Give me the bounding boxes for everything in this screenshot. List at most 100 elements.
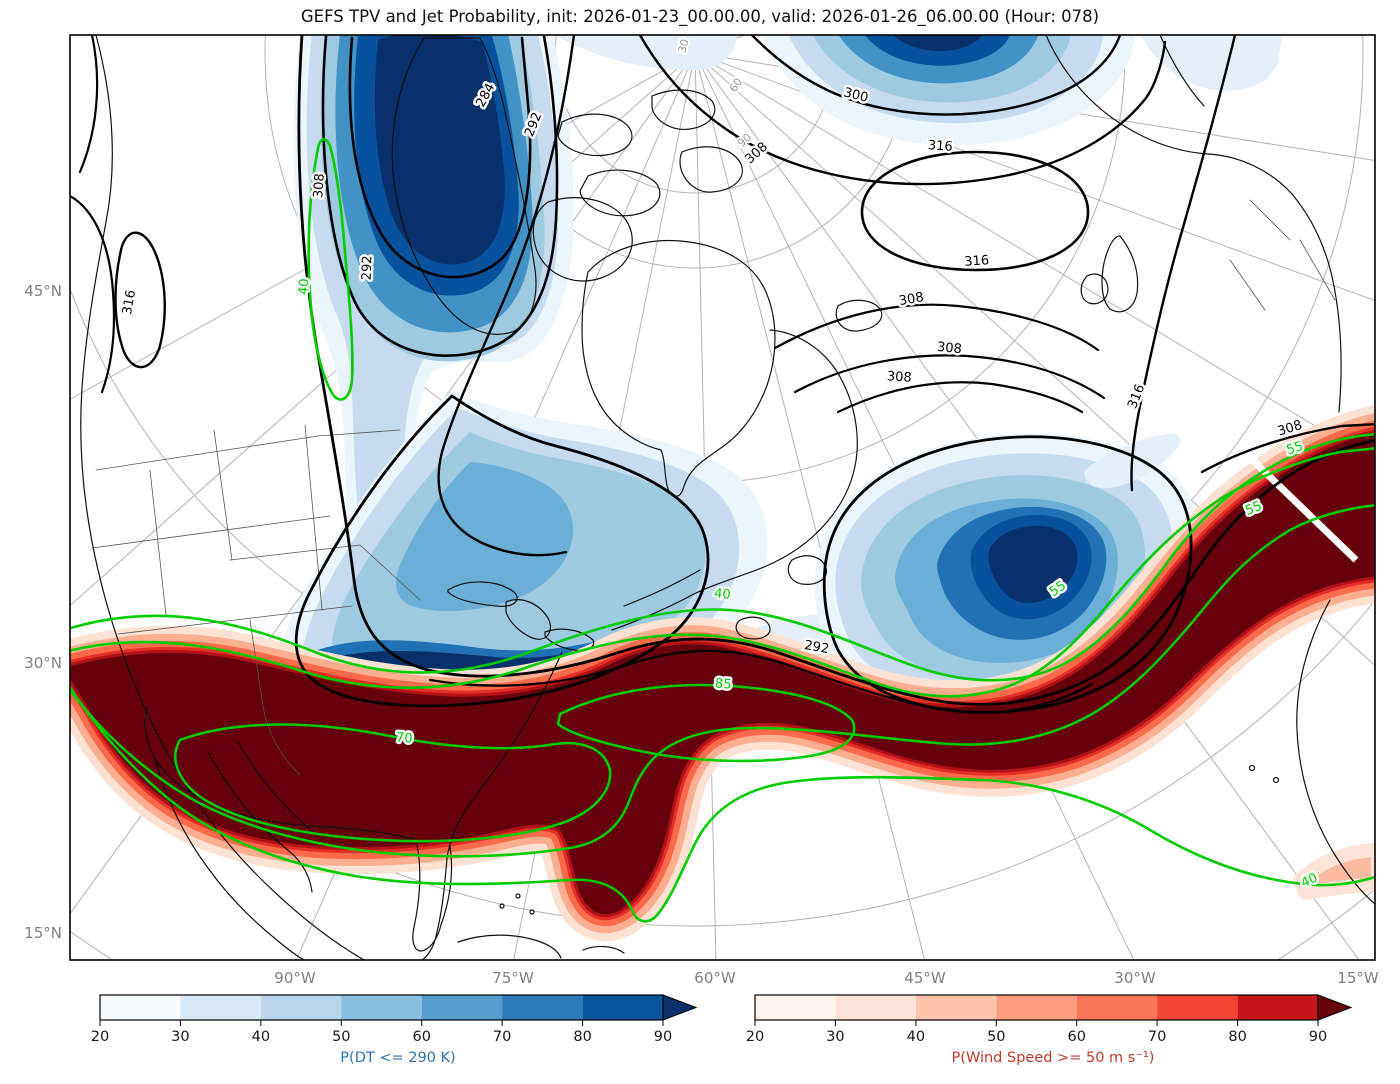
tick-label: 60	[412, 1029, 430, 1045]
coast-northwest-africa	[1296, 599, 1375, 905]
contour-308-arc-top	[638, 35, 1167, 186]
coast-st-lawrence	[611, 569, 701, 631]
y-axis-label: 30°N	[24, 654, 62, 672]
colorbar-tick-labels: 20 30 40 50 60 70 80 90	[746, 1029, 1327, 1045]
colorbar-segment	[260, 995, 342, 1020]
tick-label: 30	[826, 1029, 844, 1045]
coast-florida	[412, 839, 453, 952]
green-40-topleft-loop	[307, 138, 354, 401]
contour-topleft-1	[78, 35, 99, 174]
green-40-south	[70, 685, 1375, 923]
green-85-loop	[556, 683, 856, 763]
coast-greenland	[391, 37, 537, 335]
colorbar-arrow	[1317, 994, 1353, 1021]
colorbar-red-caption: P(Wind Speed >= 50 m s⁻¹)	[952, 1050, 1155, 1066]
contour-topleft-2	[70, 194, 116, 394]
contour-around-right-blob	[822, 435, 1193, 714]
coast-west-north-america	[80, 35, 365, 960]
bahamas-island	[529, 909, 535, 915]
contour-label: 308	[886, 369, 912, 386]
blue-topright-pale	[1140, 35, 1282, 91]
blue-blob-c-mid2	[396, 462, 574, 612]
coast-hudson-bay	[581, 239, 776, 497]
contour-trough-west	[437, 35, 576, 557]
tick-label: 50	[987, 1029, 1005, 1045]
coast-mexico-east	[153, 756, 306, 960]
canary-island	[1272, 776, 1280, 784]
x-axis-label: 30°W	[1114, 969, 1156, 987]
blue-blob-a-core	[374, 35, 505, 265]
colorbar-ticks	[99, 1020, 664, 1026]
bahamas-island	[499, 903, 505, 909]
green-70-loop	[174, 723, 612, 843]
colorbar-segment	[100, 995, 181, 1020]
great-lake-superior	[447, 581, 518, 607]
coast-iceland	[835, 299, 883, 332]
contour-label: 292	[360, 255, 376, 280]
blue-top-strip	[553, 35, 738, 71]
colorbar-segment	[421, 995, 503, 1020]
contour-308-wavy-2	[793, 354, 1106, 400]
colorbar-segment	[996, 995, 1077, 1020]
contour-label: 308	[311, 173, 328, 199]
colorbar-blue-caption: P(DT <= 290 K)	[340, 1050, 455, 1066]
coast-ireland	[1080, 273, 1109, 305]
missing-data-slash	[1235, 443, 1359, 563]
blue-blob-d-core2	[988, 525, 1078, 603]
contour-around-central-blob	[294, 394, 710, 708]
page-title: GEFS TPV and Jet Probability, init: 2026…	[301, 7, 1099, 27]
contour-label: 316	[927, 138, 953, 155]
green-55-north	[70, 447, 1375, 698]
state-borders	[91, 424, 421, 776]
contour-label: 308	[936, 340, 962, 358]
europe-borders	[1229, 199, 1336, 311]
tick-label: 70	[493, 1029, 511, 1045]
contour-308-sweep	[297, 35, 1375, 706]
colorbar-outline	[754, 994, 1319, 1021]
green-contours	[70, 138, 1375, 923]
green-40-north	[70, 432, 1375, 682]
tick-label: 40	[907, 1029, 925, 1045]
tick-label: 80	[1228, 1029, 1246, 1045]
contour-308-northeast	[1200, 422, 1375, 474]
contour-292-loop	[321, 35, 559, 357]
contour-308-wavy-1	[773, 303, 1100, 352]
tick-label: 20	[746, 1029, 764, 1045]
great-lake-huron	[505, 599, 551, 640]
colorbar-segment	[1157, 995, 1238, 1020]
tick-label: 50	[332, 1029, 350, 1045]
colorbar-red: 20 30 40 50 60 70 80 90 P(Wind Speed >= …	[746, 994, 1353, 1066]
contour-label: 70	[395, 730, 413, 746]
colorbar-outline	[99, 994, 664, 1021]
coast-cuba	[457, 934, 625, 959]
colorbar-tick-labels: 20 30 40 50 60 70 80 90	[91, 1029, 672, 1045]
bahamas-island	[515, 893, 521, 899]
contour-284-loop	[348, 36, 532, 279]
jet-band-core	[70, 432, 1375, 915]
colorbar-blue: 20 30 40 50 60 70 80 90 P(DT <= 290 K)	[91, 994, 698, 1066]
contour-label: 316	[964, 253, 990, 270]
coast-baja	[207, 741, 319, 893]
tick-label: 70	[1148, 1029, 1166, 1045]
colorbar-segment	[1237, 995, 1318, 1020]
x-axis-label: 15°W	[1337, 969, 1379, 987]
graticule-label: 30	[676, 38, 692, 55]
contour-300-arc	[750, 35, 1122, 116]
colorbar-segment	[582, 995, 663, 1020]
contour-316-left-loop	[114, 231, 166, 369]
blue-probability-field	[276, 35, 1282, 723]
tick-label: 60	[1067, 1029, 1085, 1045]
arctic-island-4	[679, 146, 743, 193]
tick-label: 30	[171, 1029, 189, 1045]
island-newfoundland	[787, 555, 828, 585]
tick-label: 80	[573, 1029, 591, 1045]
coast-labrador	[693, 329, 858, 595]
tick-label: 90	[1309, 1029, 1327, 1045]
tick-label: 20	[91, 1029, 109, 1045]
colorbar-arrow	[662, 994, 698, 1021]
green-55-south	[70, 504, 1375, 858]
coast-east-us	[420, 651, 563, 960]
x-axis-label: 60°W	[694, 969, 736, 987]
